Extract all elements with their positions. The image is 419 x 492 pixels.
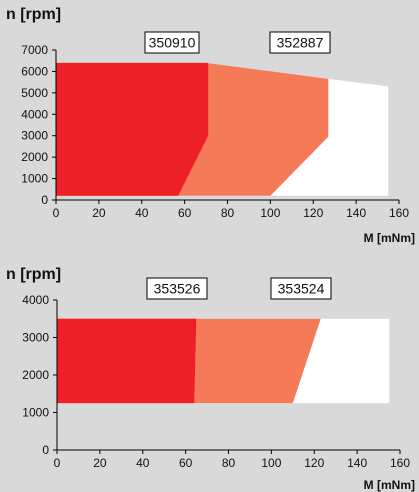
axes: 0 20 40 60 80 100 120 140 160 0 1000 2000 3000 4000 xyxy=(22,293,410,470)
x-tick-label: 140 xyxy=(346,206,366,220)
y-tick-label: 7000 xyxy=(21,43,48,57)
x-axis-label: M [mNm] xyxy=(364,478,415,492)
annotation-label: 353524 xyxy=(278,281,325,297)
y-tick-label: 3000 xyxy=(21,129,48,143)
y-tick-label: 6000 xyxy=(21,64,48,78)
x-tick-label: 80 xyxy=(222,456,236,470)
y-tick-label: 0 xyxy=(42,443,49,457)
annotation-box: 350910 xyxy=(144,31,200,54)
chart-bottom: n [rpm] M [mNm] 0 20 40 60 80 100 120 140 160 0 10… xyxy=(6,266,415,492)
x-tick-label: 120 xyxy=(303,206,323,220)
x-tick-label: 60 xyxy=(179,456,193,470)
annotation-label: 352887 xyxy=(277,35,324,51)
x-tick-label: 40 xyxy=(136,456,150,470)
x-tick-label: 60 xyxy=(178,206,192,220)
annotation-label: 353526 xyxy=(154,281,201,297)
x-tick-label: 40 xyxy=(135,206,149,220)
annotation-box: 353524 xyxy=(270,277,332,300)
y-tick-label: 3000 xyxy=(22,331,49,345)
annotation-label: 350910 xyxy=(149,35,196,51)
regions xyxy=(56,62,389,196)
x-tick-label: 80 xyxy=(221,206,235,220)
x-tick-label: 120 xyxy=(304,456,324,470)
chart-top: n [rpm] M [mNm] 0 20 40 60 80 100 120 140 160 0 10… xyxy=(6,6,415,245)
x-tick-label: 160 xyxy=(389,206,409,220)
regions xyxy=(57,318,390,404)
y-axis-label: n [rpm] xyxy=(6,266,61,283)
y-tick-label: 4000 xyxy=(21,107,48,121)
x-tick-label: 0 xyxy=(54,456,61,470)
x-tick-label: 20 xyxy=(92,206,106,220)
x-tick-label: 100 xyxy=(261,456,281,470)
x-axis-label: M [mNm] xyxy=(364,231,415,245)
annotation-box: 353526 xyxy=(146,277,208,300)
axes: 0 20 40 60 80 100 120 140 160 0 1000 2000 3000 4000 50… xyxy=(21,43,409,220)
y-tick-label: 0 xyxy=(41,193,48,207)
x-tick-label: 20 xyxy=(93,456,107,470)
operating-region-3 xyxy=(57,318,197,404)
y-tick-label: 1000 xyxy=(21,172,48,186)
y-tick-label: 1000 xyxy=(22,406,49,420)
chart-panel-top: n [rpm] M [mNm] 0 20 40 60 80 100 120 140 160 0 10… xyxy=(6,6,415,245)
y-tick-label: 2000 xyxy=(21,150,48,164)
chart-panel-bottom: n [rpm] M [mNm] 0 20 40 60 80 100 120 140 160 0 10… xyxy=(0,246,419,492)
x-tick-label: 100 xyxy=(260,206,280,220)
y-tick-label: 5000 xyxy=(21,86,48,100)
y-tick-label: 2000 xyxy=(22,368,49,382)
y-axis-label: n [rpm] xyxy=(6,6,61,23)
operating-region-3 xyxy=(56,62,209,196)
x-tick-label: 0 xyxy=(53,206,60,220)
x-tick-label: 160 xyxy=(390,456,410,470)
annotation-box: 352887 xyxy=(269,31,331,54)
x-tick-label: 140 xyxy=(347,456,367,470)
y-tick-label: 4000 xyxy=(22,293,49,307)
